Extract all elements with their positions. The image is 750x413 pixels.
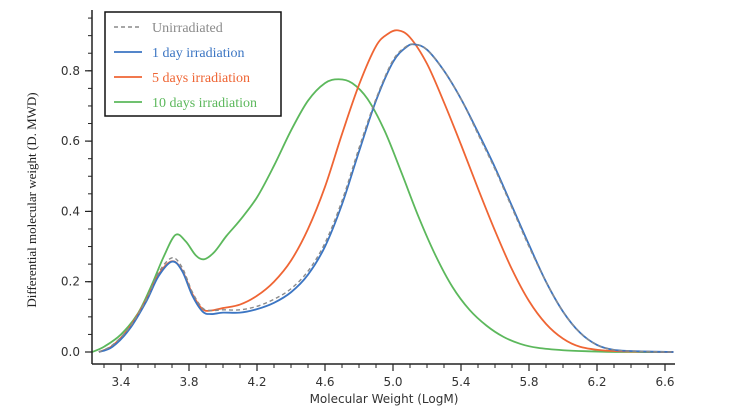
- axes: 0.0 0.2 0.4 0.6 0.8 3.4 3.8 4.2 4.6 5.0 5.4 5.8 6.2…: [61, 10, 675, 389]
- x-tick-label: 3.4: [111, 375, 130, 389]
- x-tick-label: 5.4: [451, 375, 470, 389]
- series-line-1-day-irradiation: [98, 43, 674, 353]
- series-line-10-days-irradiation: [91, 78, 674, 353]
- x-tick-label: 6.6: [655, 375, 674, 389]
- x-tick-label: 6.2: [587, 375, 606, 389]
- series-line-unirradiated: [98, 43, 674, 353]
- y-ticks: 0.0 0.2 0.4 0.6 0.8: [61, 17, 92, 359]
- y-tick-label: 0.6: [61, 134, 80, 148]
- x-tick-label: 4.2: [247, 375, 266, 389]
- y-axis-title: Differential molecular weight (D. MWD): [24, 92, 39, 307]
- x-tick-label: 5.8: [519, 375, 538, 389]
- x-tick-label: 4.6: [315, 375, 334, 389]
- y-tick-label: 0.8: [61, 64, 80, 78]
- legend-label-5-days-irradiation: 5 days irradiation: [152, 71, 250, 86]
- legend-label-1-day-irradiation: 1 day irradiation: [152, 46, 245, 61]
- y-tick-label: 0.4: [61, 204, 80, 218]
- legend: Unirradiated 1 day irradiation 5 days irra…: [104, 11, 282, 117]
- x-ticks: 3.4 3.8 4.2 4.6 5.0 5.4 5.8 6.2 6.6: [103, 364, 675, 389]
- x-axis-title: Molecular Weight (LogM): [310, 392, 459, 406]
- plot-lines: [91, 29, 674, 353]
- legend-label-10-days-irradiation: 10 days irradiation: [152, 96, 257, 111]
- x-tick-label: 5.0: [383, 375, 402, 389]
- legend-label-unirradiated: Unirradiated: [152, 21, 223, 36]
- x-tick-label: 3.8: [179, 375, 198, 389]
- legend-box: [104, 11, 282, 117]
- y-tick-label: 0.0: [61, 345, 80, 359]
- y-tick-label: 0.2: [61, 275, 80, 289]
